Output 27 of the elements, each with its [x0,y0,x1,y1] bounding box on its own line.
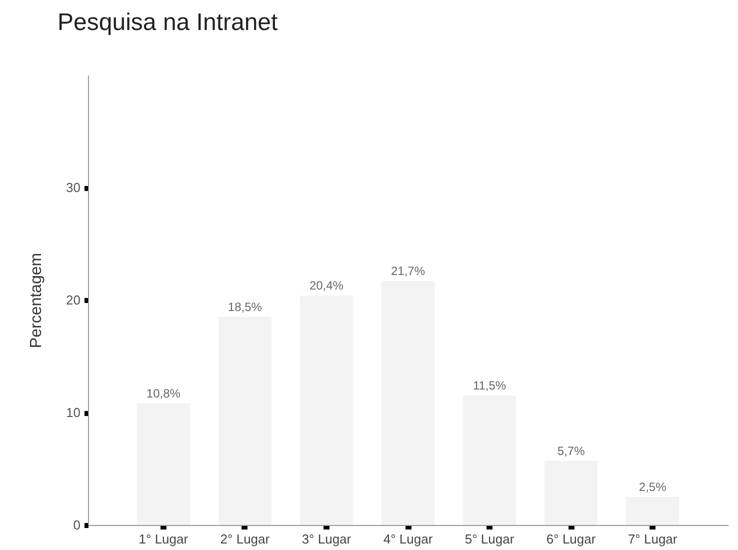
x-tick-label: 1° Lugar [138,532,189,546]
data-label: 20,4% [309,278,344,292]
y-tick-label: 10 [66,405,80,420]
x-tick-label: 3° Lugar [302,532,352,546]
bar [544,460,598,525]
data-label: 5,7% [557,444,586,458]
bar [136,404,190,525]
bar [382,280,434,525]
bar [463,396,516,525]
bar [300,296,353,525]
x-tick-label: 4° Lugar [383,532,434,546]
y-tick-label: 20 [66,292,80,308]
x-tick-label: 5° Lugar [464,532,515,546]
chart-title: Pesquisa na Intranet [58,9,278,36]
x-tick-label: 6° Lugar [546,532,596,546]
y-tick-label: 0 [73,518,80,532]
y-axis-title: Percentagem [28,252,46,348]
data-label: 11,5% [472,378,506,393]
data-label: 10,8% [146,386,181,400]
x-tick-label: 2° Lugar [220,532,270,546]
x-tick-label: 7° Lugar [628,532,678,546]
y-tick-label: 30 [66,180,80,195]
bar [218,316,272,525]
bar [626,496,680,525]
data-label: 18,5% [228,300,262,314]
data-label: 2,5% [638,480,667,494]
data-label: 21,7% [390,264,426,278]
